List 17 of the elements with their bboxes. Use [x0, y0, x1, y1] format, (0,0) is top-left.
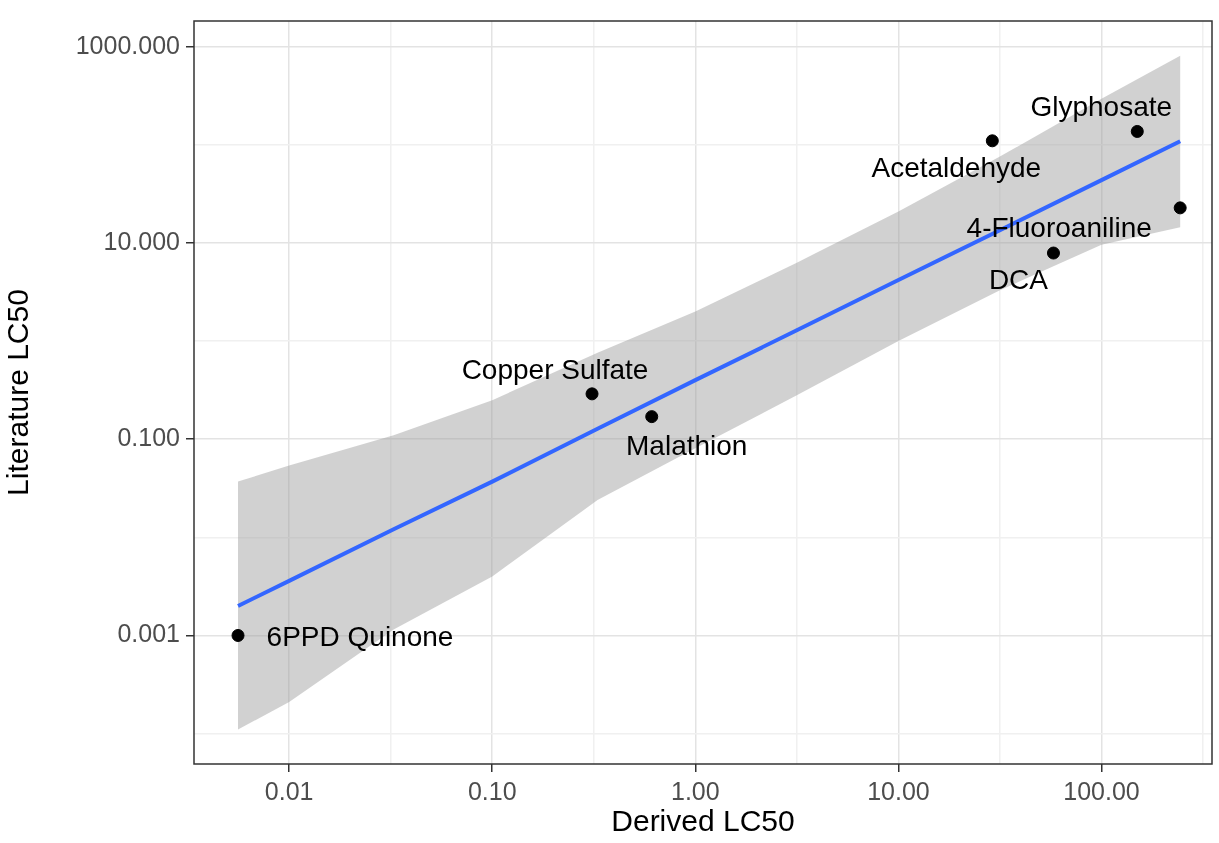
y-tick-label: 0.100 — [117, 423, 180, 452]
annotation: DCA — [988, 263, 1049, 295]
y-tick-label: 1000.000 — [75, 30, 180, 59]
x-tick-label: 0.10 — [467, 776, 517, 805]
x-tick-label: 10.00 — [867, 776, 930, 805]
annotation: 6PPD Quinone — [266, 621, 454, 653]
annotation: Acetaldehyde — [871, 151, 1042, 183]
y-axis-title: Literature LC50 — [1, 289, 35, 496]
x-tick-label: 100.00 — [1063, 776, 1140, 805]
annotation: Glyphosate — [1030, 91, 1173, 123]
x-axis-title: Derived LC50 — [611, 804, 795, 838]
x-tick-label: 0.01 — [264, 776, 314, 805]
annotation: Copper Sulfate — [461, 353, 649, 385]
annotation: Malathion — [626, 430, 748, 462]
y-tick-label: 0.001 — [117, 619, 180, 648]
x-tick-label: 1.00 — [670, 776, 720, 805]
y-tick-label: 10.000 — [103, 226, 180, 255]
